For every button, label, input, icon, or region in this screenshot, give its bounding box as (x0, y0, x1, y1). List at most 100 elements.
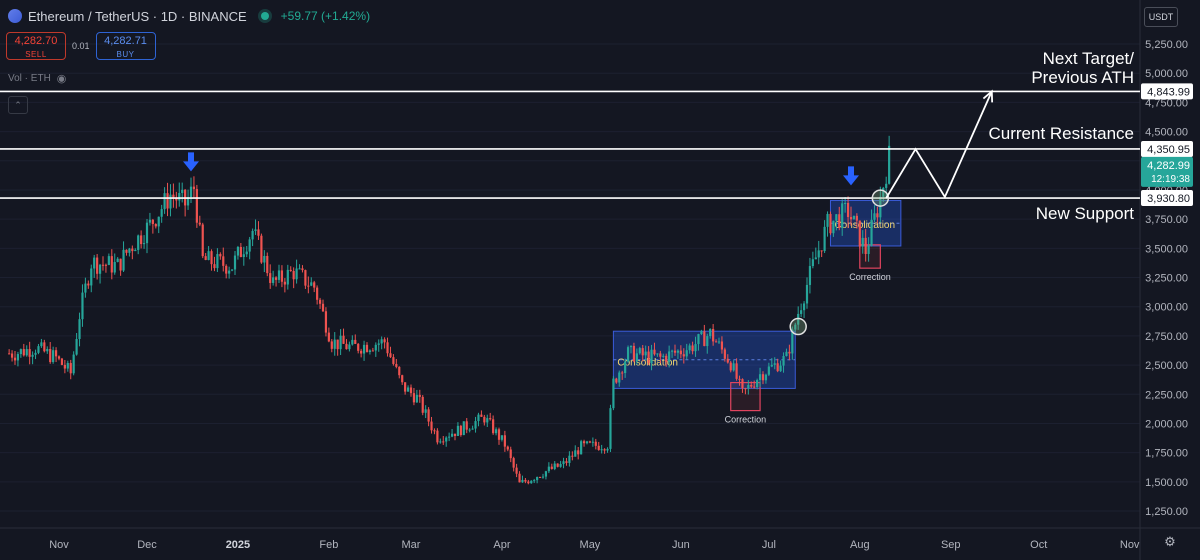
projection-arrowhead (982, 89, 994, 103)
candle (113, 261, 116, 273)
projection-path (885, 91, 993, 199)
candle (242, 254, 245, 257)
candle (676, 350, 680, 353)
countdown-label: 12:19:38 (1151, 174, 1190, 185)
candle (371, 350, 374, 352)
candle (876, 213, 879, 218)
time-tick-label: Aug (850, 539, 870, 551)
candle (456, 425, 460, 436)
candle (272, 277, 275, 283)
gear-icon[interactable]: ⚙ (1164, 534, 1176, 549)
candle (321, 303, 325, 312)
candle (577, 450, 580, 455)
candle (820, 250, 823, 252)
current-resistance-label: Current Resistance (988, 124, 1134, 143)
candle (175, 197, 178, 201)
candle (621, 372, 624, 374)
candle (330, 341, 333, 349)
candle (263, 255, 266, 263)
candle (116, 258, 119, 262)
candle (8, 353, 11, 355)
price-tick-label: 3,500.00 (1145, 243, 1188, 255)
symbol-title[interactable]: Ethereum / TetherUS · 1D · BINANCE (28, 8, 247, 24)
candle (230, 269, 234, 271)
candle (720, 341, 724, 350)
candle (855, 215, 858, 221)
candle (741, 379, 744, 389)
candle (723, 349, 726, 359)
chart-annotations (183, 89, 994, 336)
candle (251, 230, 254, 240)
candle (788, 351, 791, 354)
candle (497, 429, 501, 440)
candle (556, 463, 559, 467)
price-tick-label: 2,500.00 (1145, 360, 1188, 372)
candle (418, 394, 421, 397)
price-axis[interactable]: 5,250.005,000.004,750.004,500.004,250.00… (1141, 39, 1193, 518)
candle (849, 217, 853, 220)
current-price-label: 4,282.99 (1147, 160, 1190, 172)
price-tick-label: 3,750.00 (1145, 214, 1188, 226)
time-tick-label: Sep (941, 539, 961, 551)
time-axis[interactable]: Nov Dec 2025 Feb Mar Apr May Jun Jul Aug Sep Oct Nov (49, 539, 1140, 551)
candle (424, 409, 427, 413)
candle (28, 349, 31, 357)
candle (445, 437, 448, 442)
sell-label: SELL (25, 50, 47, 59)
spread-value: 0.01 (72, 41, 90, 51)
price-tick-label: 3,000.00 (1145, 302, 1188, 314)
candle (852, 215, 856, 220)
price-tick-label: 2,750.00 (1145, 331, 1188, 343)
candle (888, 145, 891, 184)
candle (360, 350, 363, 354)
currency-selector[interactable]: USDT (1144, 7, 1178, 27)
candle (550, 466, 553, 469)
volume-indicator-legend[interactable]: Vol · ETH ◉ (8, 72, 66, 85)
candle (316, 287, 319, 300)
price-tick-label: 1,750.00 (1145, 448, 1188, 460)
candle (374, 344, 377, 351)
candle (10, 353, 14, 358)
buy-button[interactable]: 4,282.71 BUY (95, 32, 156, 60)
price-tick-label: 4,500.00 (1145, 127, 1188, 139)
candle (538, 476, 542, 478)
candle (433, 430, 436, 432)
horizontal-levels[interactable]: Next Target/Previous ATH Current Resistan… (0, 49, 1140, 223)
level-price-tag (1141, 190, 1193, 207)
sell-button[interactable]: 4,282.70 SELL (6, 32, 66, 60)
candle (43, 342, 46, 352)
candle (225, 265, 228, 274)
candle (66, 363, 69, 369)
candle (128, 248, 131, 253)
candle (841, 203, 844, 228)
candle (873, 213, 876, 220)
consolidation-label: Consolidation (617, 358, 678, 369)
eye-off-icon[interactable]: ◉ (56, 73, 67, 85)
candle (52, 350, 55, 363)
candle (201, 224, 204, 257)
candle (641, 348, 644, 356)
candle (178, 192, 181, 201)
candle (858, 220, 861, 247)
candle (248, 239, 251, 252)
candle (236, 246, 240, 256)
new-support-label: New Support (1036, 204, 1135, 223)
candle (791, 329, 794, 354)
candle (486, 418, 489, 423)
candle (797, 313, 800, 325)
candle (192, 186, 196, 190)
candle (882, 187, 885, 197)
candle (169, 194, 172, 209)
candle (817, 250, 820, 258)
candle (166, 193, 169, 209)
candle (629, 345, 633, 348)
candle (98, 264, 102, 274)
candle (145, 222, 149, 244)
collapse-icon[interactable]: ⌃ (8, 96, 28, 114)
blue-down-arrow-icon (183, 152, 199, 172)
candle (489, 418, 492, 420)
candle (22, 349, 25, 356)
candle (559, 464, 562, 467)
